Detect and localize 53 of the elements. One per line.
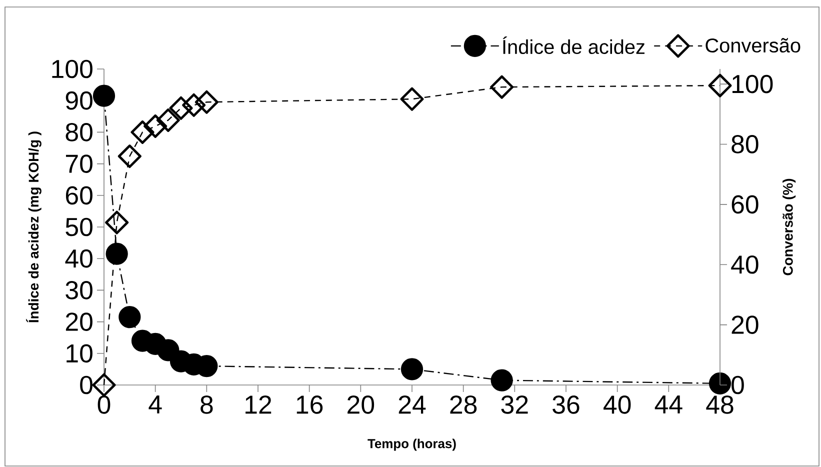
point: [156, 108, 180, 132]
point: [490, 369, 513, 392]
y2-tick-label: 40: [731, 255, 758, 274]
point: [169, 96, 193, 120]
point: [182, 93, 206, 117]
y-tick-label: 30: [66, 281, 92, 300]
point: [105, 210, 129, 234]
legend-label: Conversão: [706, 38, 800, 53]
y-tick-label: 10: [66, 344, 92, 363]
x-tick-label: 32: [501, 396, 528, 414]
point: [708, 372, 732, 394]
legend-label: Índice de acidez: [502, 36, 644, 54]
x-tick-label: 44: [654, 396, 682, 414]
point: [118, 144, 142, 168]
x-tick-label: 36: [552, 396, 580, 414]
y2-axis-title: Conversão (%): [782, 178, 796, 276]
x-tick-label: 4: [148, 396, 162, 414]
y2-tick-label: 60: [732, 195, 758, 214]
y-tick-label: 90: [66, 91, 92, 110]
x-tick-label: 8: [200, 396, 213, 414]
y-axis-title: Índice de acidez (mg KOH/g ): [26, 132, 42, 322]
x-tick-label: 40: [604, 396, 631, 414]
point: [106, 242, 128, 265]
y-tick-label: 80: [66, 123, 92, 142]
y-tick-label: 70: [66, 154, 92, 173]
y-tick-label: 100: [52, 60, 92, 78]
point: [92, 373, 116, 397]
y2-tick-label: 20: [732, 316, 758, 334]
x-tick-label: 28: [450, 396, 477, 414]
point: [118, 306, 141, 328]
x-tick-label: 12: [246, 396, 272, 414]
x-tick-label: 0: [98, 396, 110, 414]
y2-tick-label: 80: [732, 135, 758, 154]
point: [490, 75, 514, 99]
x-tick-label: 48: [706, 396, 734, 414]
point: [708, 74, 732, 98]
point: [92, 84, 116, 107]
y2-tick-label: 0: [732, 376, 744, 394]
point: [130, 120, 154, 144]
y2-tick-label: 100: [732, 74, 773, 94]
point: [194, 90, 218, 114]
point: [144, 114, 168, 138]
y-tick-label: 50: [66, 218, 92, 236]
x-tick-label: 16: [296, 396, 323, 414]
point: [400, 358, 424, 380]
x-tick-label: 20: [348, 396, 374, 414]
y-tick-label: 40: [65, 249, 92, 268]
y-tick-label: 0: [80, 376, 92, 394]
x-axis-title: Tempo (horas): [368, 438, 456, 451]
point: [400, 87, 424, 111]
y-tick-label: 60: [66, 186, 92, 205]
y-tick-label: 20: [66, 312, 92, 331]
x-tick-label: 24: [398, 396, 426, 414]
